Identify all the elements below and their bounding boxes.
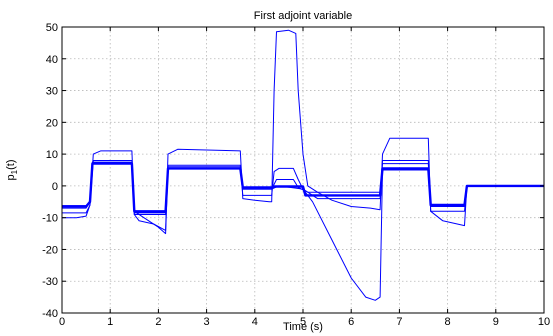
grid-layer <box>62 27 544 313</box>
x-tick-label: 9 <box>493 316 499 328</box>
series-line-5 <box>62 163 544 301</box>
series-layer <box>62 29 544 301</box>
y-tick-label: -20 <box>42 244 58 256</box>
x-tick-label: 0 <box>59 316 65 328</box>
y-axis-label: p1(t) <box>5 160 19 181</box>
x-tick-label: 2 <box>155 316 161 328</box>
x-tick-label: 1 <box>107 316 113 328</box>
y-tick-label: -30 <box>42 276 58 288</box>
x-tick-label: 10 <box>538 316 550 328</box>
x-tick-label: 7 <box>396 316 402 328</box>
y-tick-label: 50 <box>46 22 58 34</box>
y-axis-label-suffix: (t) <box>5 160 17 170</box>
y-tick-label: -40 <box>42 308 58 320</box>
tick-layer: 0 1 2 3 4 5 6 7 8 9 10 50 40 30 20 10 0 -10 -20 -30 -40 <box>42 22 550 328</box>
y-tick-label: 10 <box>46 149 58 161</box>
x-tick-label: 5 <box>300 316 306 328</box>
y-tick-label: -10 <box>42 213 58 225</box>
series-line-3 <box>62 160 544 215</box>
x-axis-label: Time (s) <box>283 321 323 333</box>
chart-title: First adjoint variable <box>254 10 352 22</box>
plot-frame <box>61 26 545 314</box>
y-tick-label: 0 <box>52 181 58 193</box>
y-axis-label-sub: 1 <box>10 169 19 174</box>
y-tick-label: 30 <box>46 86 58 98</box>
x-tick-label: 6 <box>348 316 354 328</box>
x-tick-label: 4 <box>252 316 258 328</box>
y-tick-label: 20 <box>46 117 58 129</box>
x-tick-label: 8 <box>445 316 451 328</box>
y-axis-label-main: p <box>5 174 17 180</box>
series-line-4 <box>62 29 544 231</box>
x-tick-label: 3 <box>204 316 210 328</box>
y-tick-label: 40 <box>46 54 58 66</box>
